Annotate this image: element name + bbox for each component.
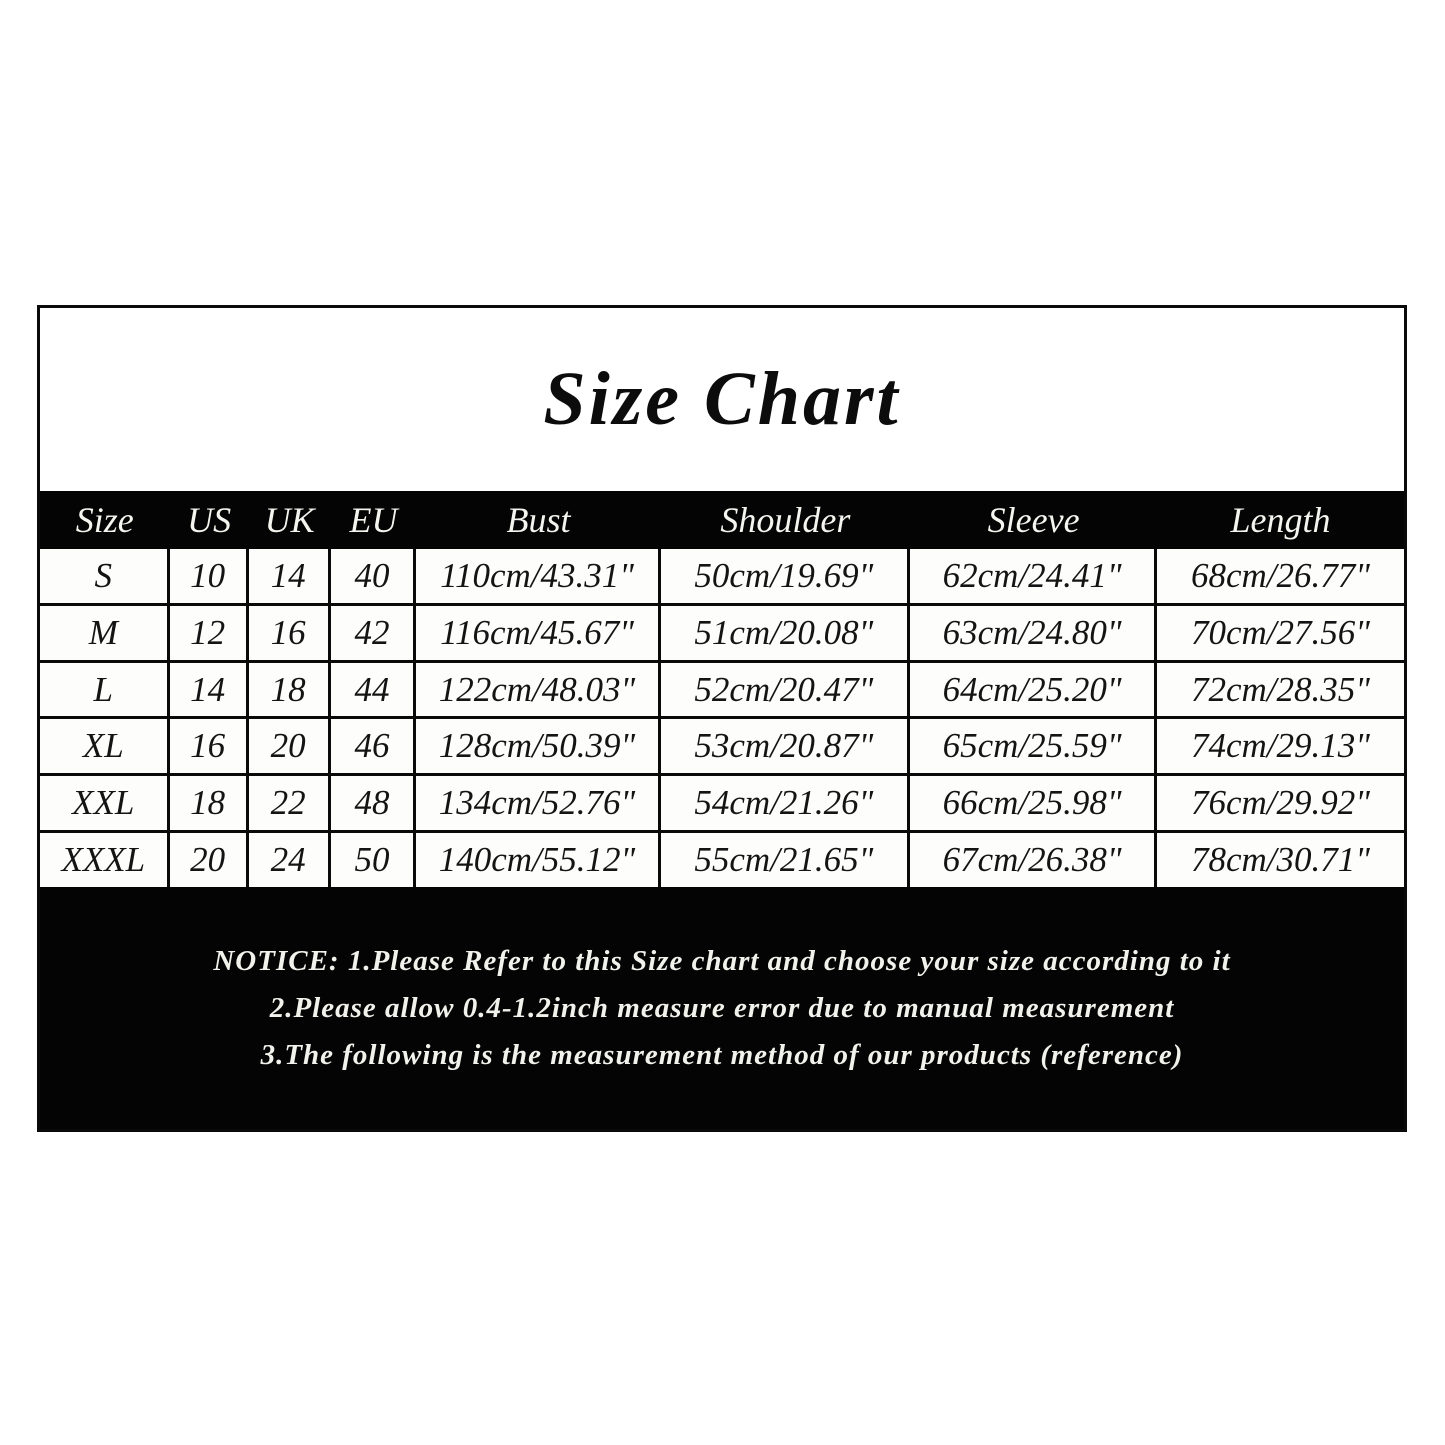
table-cell: 128cm/50.39" <box>416 719 661 774</box>
table-cell: 16 <box>170 719 249 774</box>
table-cell: XXL <box>40 776 170 831</box>
table-cell: 64cm/25.20" <box>910 662 1158 717</box>
table-row: L 14 18 44 122cm/48.03" 52cm/20.47" 64cm/25.20… <box>40 662 1404 720</box>
table-cell: XXXL <box>40 833 170 887</box>
table-cell: 110cm/43.31" <box>416 549 661 603</box>
table-cell: 54cm/21.26" <box>661 776 911 831</box>
table-cell: 116cm/45.67" <box>416 605 661 660</box>
column-header: Bust <box>506 500 571 540</box>
table-cell: 50cm/19.69" <box>661 549 911 603</box>
table-row: XXL 18 22 48 134cm/52.76" 54cm/21.26" 66cm/25.… <box>40 776 1404 834</box>
column-header: Length <box>1230 500 1331 540</box>
notice-section: NOTICE: 1.Please Refer to this Size char… <box>40 887 1404 1129</box>
table-cell: 78cm/30.71" <box>1191 840 1370 880</box>
table-cell: 20 <box>170 833 249 887</box>
table-cell: 63cm/24.80" <box>910 605 1158 660</box>
column-header: UK <box>264 500 315 540</box>
table-cell: 10 <box>170 549 249 603</box>
table-cell: 51cm/20.08" <box>661 605 911 660</box>
table-cell: 52cm/20.47" <box>661 662 911 717</box>
table-cell: 140cm/55.12" <box>416 833 661 887</box>
table-cell: 66cm/25.98" <box>910 776 1158 831</box>
table-cell: XL <box>40 719 170 774</box>
table-cell: L <box>40 662 170 717</box>
table-cell: 18 <box>249 662 331 717</box>
table-row: S 10 14 40 110cm/43.31" 50cm/19.69" 62cm/24.41… <box>40 549 1404 606</box>
column-header: Sleeve <box>987 500 1080 540</box>
column-header: EU <box>349 500 398 540</box>
table-cell: 55cm/21.65" <box>661 833 911 887</box>
table-cell: 14 <box>170 662 249 717</box>
column-header: Shoulder <box>720 500 851 540</box>
column-header: Size <box>75 500 134 540</box>
table-cell: 67cm/26.38" <box>910 833 1158 887</box>
table-cell: 62cm/24.41" <box>910 549 1158 603</box>
table-cell: 12 <box>170 605 249 660</box>
table-cell: 16 <box>249 605 331 660</box>
table-row: XXXL 20 24 50 140cm/55.12" 55cm/21.65" 67cm/26… <box>40 833 1404 887</box>
table-cell: 68cm/26.77" <box>1191 555 1370 595</box>
table-body: S 10 14 40 110cm/43.31" 50cm/19.69" 62cm/24.41… <box>40 549 1404 887</box>
table-cell: 76cm/29.92" <box>1191 783 1370 823</box>
size-chart-panel: Size Chart Size US UK EU Bust Shoulder Sleeve L… <box>37 305 1407 1132</box>
notice-line: 3.The following is the measurement metho… <box>260 1038 1184 1071</box>
table-cell: S <box>40 549 170 603</box>
table-row: M 12 16 42 116cm/45.67" 51cm/20.08" 63cm/24.80… <box>40 605 1404 663</box>
table-cell: 20 <box>249 719 331 774</box>
page-title: Size Chart <box>543 357 901 441</box>
table-cell: 18 <box>170 776 249 831</box>
table-cell: 70cm/27.56" <box>1191 612 1370 652</box>
table-cell: 14 <box>249 549 331 603</box>
table-header-row: Size US UK EU Bust Shoulder Sleeve Length <box>40 491 1404 549</box>
table-cell: 44 <box>331 662 417 717</box>
table-cell: 53cm/20.87" <box>661 719 911 774</box>
table-cell: 50 <box>331 833 417 887</box>
table-cell: 24 <box>249 833 331 887</box>
table-cell: 22 <box>249 776 331 831</box>
title-section: Size Chart <box>40 308 1404 491</box>
table-cell: 134cm/52.76" <box>416 776 661 831</box>
table-cell: 46 <box>331 719 417 774</box>
table-cell: 48 <box>331 776 417 831</box>
table-cell: 122cm/48.03" <box>416 662 661 717</box>
table-cell: 42 <box>331 605 417 660</box>
notice-line: 2.Please allow 0.4-1.2inch measure error… <box>269 991 1175 1024</box>
table-cell: 72cm/28.35" <box>1191 669 1370 709</box>
notice-line: NOTICE: 1.Please Refer to this Size char… <box>213 944 1231 977</box>
table-cell: 74cm/29.13" <box>1191 726 1370 766</box>
table-cell: M <box>40 605 170 660</box>
table-row: XL 16 20 46 128cm/50.39" 53cm/20.87" 65cm/25.5… <box>40 719 1404 777</box>
column-header: US <box>187 500 232 540</box>
table-cell: 65cm/25.59" <box>910 719 1158 774</box>
table-cell: 40 <box>331 549 417 603</box>
